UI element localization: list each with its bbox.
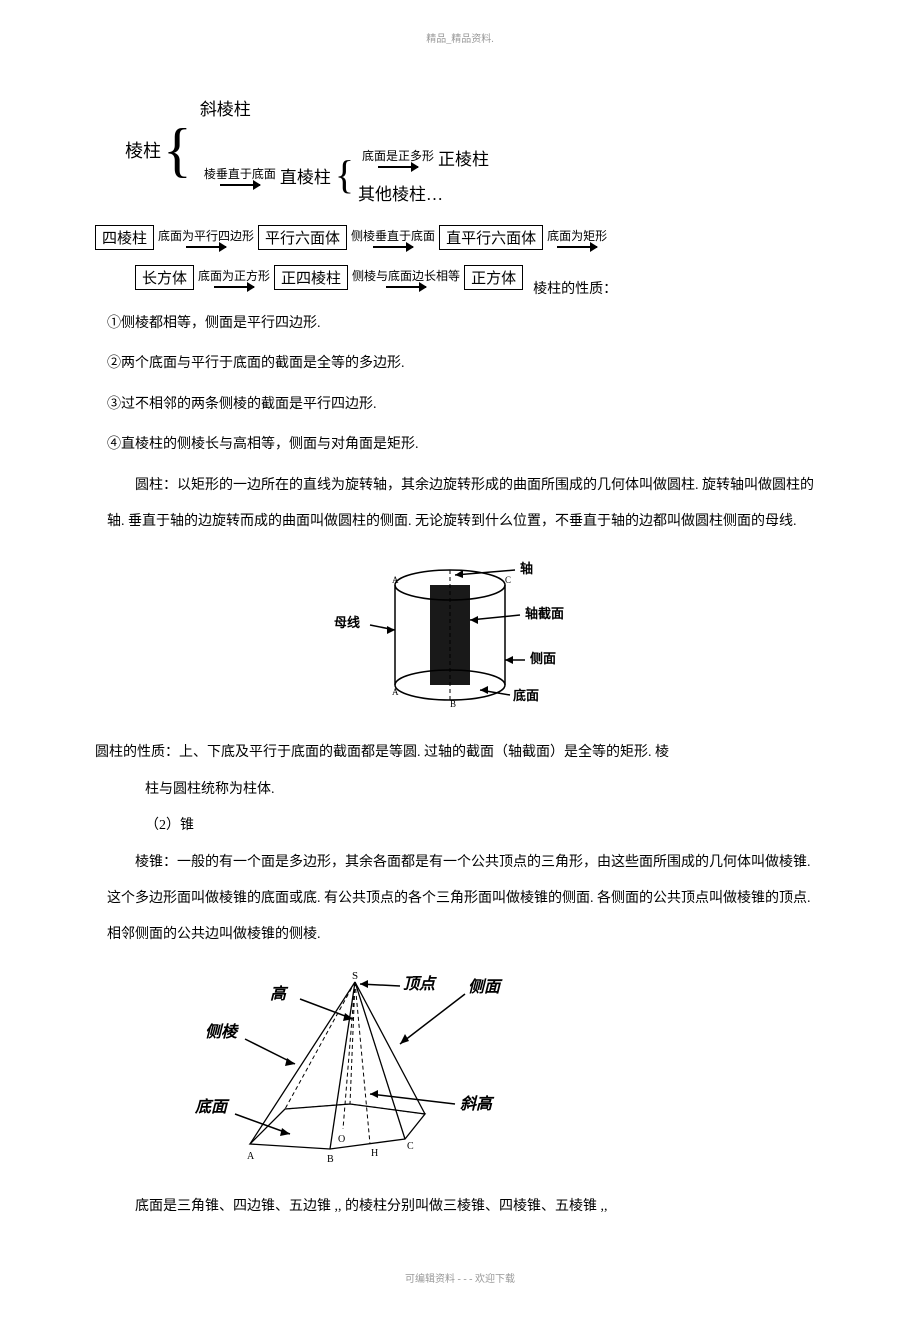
brace-icon: { — [163, 123, 192, 177]
property-1: ①侧棱都相等，侧面是平行四边形. — [107, 306, 825, 342]
svg-text:底面: 底面 — [513, 688, 539, 703]
prism-label: 棱柱 — [125, 137, 161, 163]
cond-rect-base: 底面为矩形 — [547, 227, 607, 244]
svg-text:C: C — [407, 1141, 414, 1152]
arrow-icon — [386, 286, 426, 288]
cylinder-diagram: A C A B 轴 母线 轴截面 侧面 底面 — [95, 555, 825, 715]
parallelepiped-box: 平行六面体 — [258, 225, 347, 250]
svg-text:顶点: 顶点 — [403, 975, 437, 993]
cylinder-combined: 柱与圆柱统称为柱体. — [145, 772, 825, 808]
svg-text:底面: 底面 — [194, 1098, 230, 1116]
prism-classification-diagram: 棱柱 { 斜棱柱 棱垂直于底面 直棱柱 { 底面是正多形 — [95, 95, 825, 298]
arrow-icon — [557, 246, 597, 248]
cond-parallelogram: 底面为平行四边形 — [158, 227, 254, 244]
arrow-icon — [220, 184, 260, 186]
cond-regular-base: 底面是正多形 — [362, 147, 434, 164]
rect-parallelepiped-box: 直平行六面体 — [439, 225, 543, 250]
cond-square-base: 底面为正方形 — [198, 267, 270, 284]
svg-text:O: O — [338, 1134, 345, 1145]
svg-text:B: B — [450, 699, 456, 709]
svg-text:A: A — [247, 1151, 255, 1162]
svg-text:侧面: 侧面 — [530, 651, 556, 666]
cond-perp-side: 侧棱垂直于底面 — [351, 227, 435, 244]
svg-text:A: A — [392, 575, 399, 585]
arrow-icon — [373, 246, 413, 248]
cube-box: 正方体 — [464, 265, 523, 290]
svg-text:高: 高 — [270, 985, 289, 1003]
svg-text:C: C — [505, 575, 511, 585]
regular-quad-prism-box: 正四棱柱 — [274, 265, 348, 290]
cone-types: 底面是三角锥、四边锥、五边锥 ,, 的棱柱分别叫做三棱锥、四棱锥、五棱锥 ,, — [107, 1189, 825, 1225]
cone-section-title: （2）锥 — [145, 808, 825, 844]
svg-text:轴: 轴 — [520, 561, 533, 576]
svg-text:侧面: 侧面 — [468, 978, 503, 996]
svg-text:轴截面: 轴截面 — [525, 606, 564, 621]
svg-text:侧棱: 侧棱 — [205, 1023, 239, 1041]
property-2: ②两个底面与平行于底面的截面是全等的多边形. — [107, 346, 825, 382]
page-header: 精品_精品资料. — [95, 30, 825, 45]
regular-prism: 正棱柱 — [438, 145, 489, 170]
cond-equal-edge: 侧棱与底面边长相等 — [352, 267, 460, 284]
property-4: ④直棱柱的侧棱长与高相等，侧面与对角面是矩形. — [107, 427, 825, 463]
svg-text:斜高: 斜高 — [460, 1095, 495, 1113]
arrow-icon — [214, 286, 254, 288]
right-prism: 直棱柱 — [280, 163, 331, 188]
arrow-icon — [378, 166, 418, 168]
page-footer: 可编辑资料 - - - 欢迎下载 — [95, 1270, 825, 1285]
quad-prism-box: 四棱柱 — [95, 225, 154, 250]
svg-text:A: A — [392, 687, 399, 697]
svg-text:母线: 母线 — [334, 615, 360, 630]
cylinder-properties: 圆柱的性质：上、下底及平行于底面的截面都是等圆. 过轴的截面（轴截面）是全等的矩… — [95, 735, 825, 771]
svg-text:S: S — [352, 970, 358, 982]
property-3: ③过不相邻的两条侧棱的截面是平行四边形. — [107, 387, 825, 423]
pyramid-diagram: S A B C O H 高 顶点 侧面 侧棱 底面 — [175, 964, 825, 1164]
arrow-icon — [186, 246, 226, 248]
cone-definition: 棱锥：一般的有一个面是多边形，其余各面都是有一个公共顶点的三角形，由这些面所围成… — [107, 845, 825, 954]
svg-text:H: H — [371, 1148, 378, 1159]
svg-text:B: B — [327, 1154, 334, 1164]
other-prism: 其他棱柱… — [358, 180, 443, 205]
cuboid-box: 长方体 — [135, 265, 194, 290]
brace-icon: { — [335, 157, 354, 193]
prism-properties-title: 棱柱的性质： — [533, 278, 617, 298]
oblique-prism: 斜棱柱 — [200, 95, 251, 120]
cylinder-definition: 圆柱：以矩形的一边所在的直线为旋转轴，其余边旋转形成的曲面所围成的几何体叫做圆柱… — [107, 468, 825, 541]
cond-perp: 棱垂直于底面 — [204, 165, 276, 182]
